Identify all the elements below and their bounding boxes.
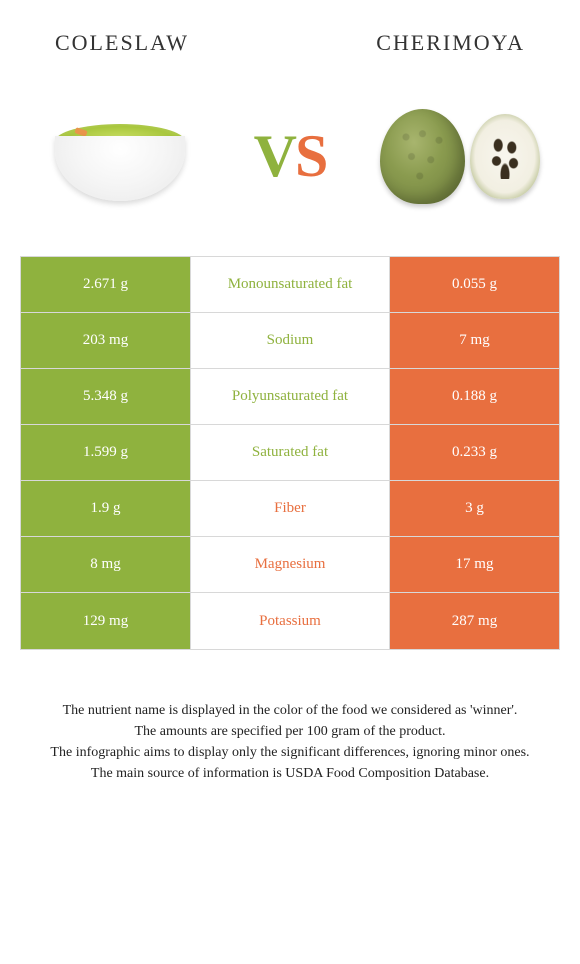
right-food-title: CHERIMOYA [376,30,525,56]
table-row: 203 mgSodium7 mg [21,313,559,369]
nutrient-label: Monounsaturated fat [191,257,389,312]
table-row: 1.9 gFiber3 g [21,481,559,537]
table-row: 129 mgPotassium287 mg [21,593,559,649]
left-value: 5.348 g [21,369,191,424]
footer-line: The main source of information is USDA F… [20,763,560,784]
right-value: 0.188 g [389,369,559,424]
coleslaw-image [30,86,210,226]
table-row: 2.671 gMonounsaturated fat0.055 g [21,257,559,313]
left-value: 1.9 g [21,481,191,536]
footer-notes: The nutrient name is displayed in the co… [0,650,580,784]
nutrient-label: Sodium [191,313,389,368]
left-value: 2.671 g [21,257,191,312]
vs-label: VS [254,122,327,191]
image-row: VS [0,66,580,256]
nutrient-label: Fiber [191,481,389,536]
nutrient-label: Potassium [191,593,389,649]
vs-s: S [295,123,326,189]
footer-line: The infographic aims to display only the… [20,742,560,763]
header: COLESLAW CHERIMOYA [0,0,580,66]
left-value: 129 mg [21,593,191,649]
right-value: 7 mg [389,313,559,368]
footer-line: The amounts are specified per 100 gram o… [20,721,560,742]
right-value: 0.055 g [389,257,559,312]
nutrient-label: Magnesium [191,537,389,592]
nutrient-table: 2.671 gMonounsaturated fat0.055 g203 mgS… [20,256,560,650]
right-value: 17 mg [389,537,559,592]
left-value: 203 mg [21,313,191,368]
vs-v: V [254,123,295,189]
nutrient-label: Polyunsaturated fat [191,369,389,424]
table-row: 1.599 gSaturated fat0.233 g [21,425,559,481]
left-value: 8 mg [21,537,191,592]
table-row: 5.348 gPolyunsaturated fat0.188 g [21,369,559,425]
cherimoya-image [370,86,550,226]
right-value: 3 g [389,481,559,536]
right-value: 0.233 g [389,425,559,480]
left-value: 1.599 g [21,425,191,480]
left-food-title: COLESLAW [55,30,189,56]
table-row: 8 mgMagnesium17 mg [21,537,559,593]
nutrient-label: Saturated fat [191,425,389,480]
footer-line: The nutrient name is displayed in the co… [20,700,560,721]
right-value: 287 mg [389,593,559,649]
